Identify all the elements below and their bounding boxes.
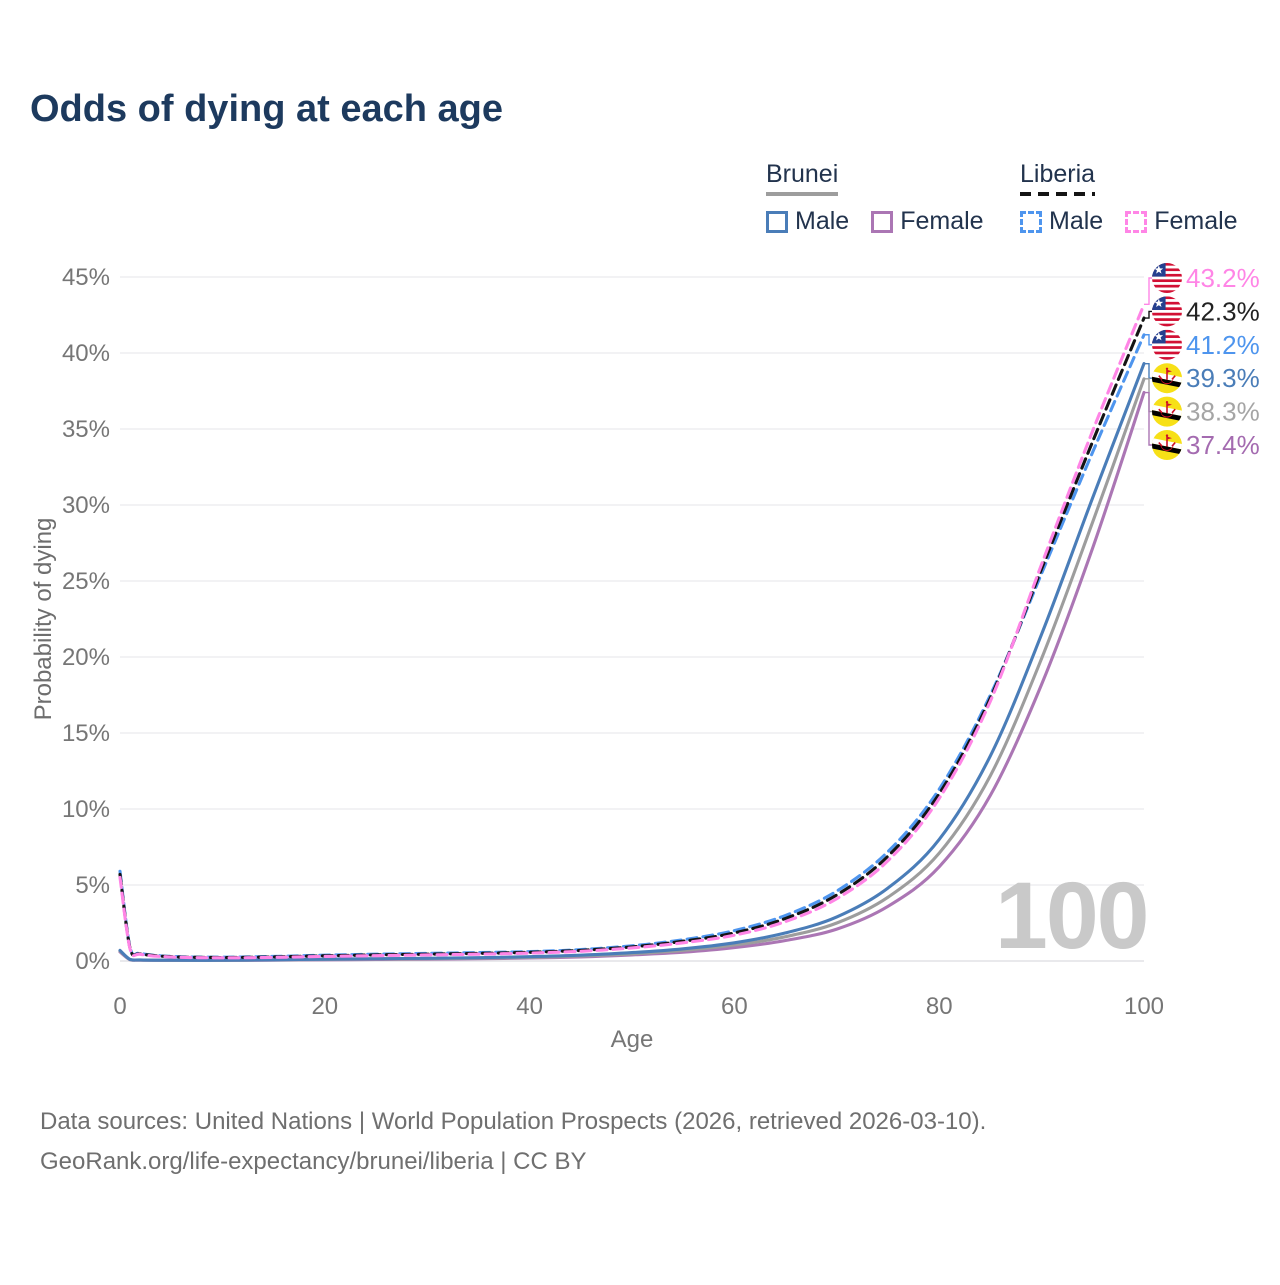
age-watermark: 100 <box>995 863 1150 969</box>
y-tick-label: 20% <box>62 644 110 671</box>
end-value-label: 41.2% <box>1186 330 1260 360</box>
legend-item-label: Male <box>795 207 850 235</box>
legend-country-label: Liberia <box>1020 160 1096 188</box>
label-connector <box>1144 334 1152 346</box>
legend-item-label: Female <box>1154 207 1238 235</box>
y-axis-title: Probability of dying <box>30 517 57 721</box>
x-tick-label: 100 <box>1124 993 1164 1020</box>
end-value-label: 37.4% <box>1186 430 1260 460</box>
legend-item-label: Male <box>1049 207 1104 235</box>
liberia-flag-icon <box>1152 296 1182 327</box>
legend-item-brunei-female[interactable]: Female <box>871 207 984 236</box>
page-title: Odds of dying at each age <box>30 88 503 130</box>
series-line-liberia-female[interactable] <box>118 302 1146 960</box>
solid-box-swatch-icon <box>871 210 894 233</box>
x-tick-label: 0 <box>113 993 126 1020</box>
liberia-flag-icon <box>1152 329 1182 360</box>
y-tick-label: 35% <box>62 416 110 443</box>
x-tick-label: 80 <box>926 993 953 1020</box>
series-line-liberia-male[interactable] <box>118 333 1146 959</box>
dashed-line-swatch <box>1020 192 1096 196</box>
legend-header-liberia: Liberia <box>1020 160 1096 196</box>
y-tick-label: 0% <box>75 948 110 975</box>
y-tick-label: 25% <box>62 568 110 595</box>
y-tick-label: 40% <box>62 340 110 367</box>
label-connector <box>1144 378 1152 413</box>
x-tick-label: 20 <box>311 993 338 1020</box>
legend-item-label: Female <box>900 207 984 235</box>
brunei-flag-icon <box>1152 363 1182 394</box>
label-connector <box>1144 362 1152 379</box>
legend-item-liberia-male[interactable]: Male <box>1020 207 1103 236</box>
x-tick-label: 60 <box>721 993 748 1020</box>
label-connector <box>1144 277 1152 306</box>
end-value-label: 42.3% <box>1186 296 1260 326</box>
dashed-box-swatch-icon <box>1020 210 1042 233</box>
y-tick-label: 5% <box>75 872 110 899</box>
end-value-label: 38.3% <box>1186 397 1260 427</box>
label-connector <box>1144 391 1152 446</box>
legend-item-liberia-female[interactable]: Female <box>1125 207 1238 236</box>
end-value-label: 43.2% <box>1186 263 1260 293</box>
end-value-label: 39.3% <box>1186 363 1260 393</box>
legend-group-brunei: Brunei Male Female <box>766 160 1006 236</box>
series-line-liberia-both[interactable] <box>118 316 1146 960</box>
legend-country-label: Brunei <box>766 160 839 188</box>
series-line-brunei-male[interactable] <box>118 362 1146 962</box>
label-connector <box>1144 310 1152 319</box>
dashed-box-swatch-icon <box>1125 210 1148 233</box>
brunei-flag-icon <box>1152 396 1182 427</box>
legend-item-brunei-male[interactable]: Male <box>766 207 849 236</box>
x-tick-label: 40 <box>516 993 543 1020</box>
solid-box-swatch-icon <box>766 210 788 233</box>
y-tick-label: 10% <box>62 796 110 823</box>
series-line-brunei-both[interactable] <box>118 377 1146 962</box>
y-tick-label: 30% <box>62 492 110 519</box>
attribution-link[interactable]: GeoRank.org/life-expectancy/brunei/liber… <box>40 1148 587 1175</box>
series-line-brunei-female[interactable] <box>118 390 1146 962</box>
solid-line-swatch <box>766 192 839 196</box>
legend-group-liberia: Liberia Male Female <box>1020 160 1260 236</box>
data-sources-text: Data sources: United Nations | World Pop… <box>40 1108 987 1135</box>
y-tick-label: 15% <box>62 720 110 747</box>
x-axis-title: Age <box>610 1026 654 1053</box>
liberia-flag-icon <box>1152 263 1182 293</box>
brunei-flag-icon <box>1152 430 1182 460</box>
y-tick-label: 45% <box>62 264 110 291</box>
legend-header-brunei: Brunei <box>766 160 839 196</box>
